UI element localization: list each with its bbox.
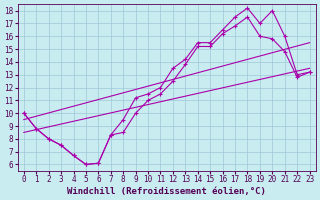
X-axis label: Windchill (Refroidissement éolien,°C): Windchill (Refroidissement éolien,°C) [67,187,266,196]
